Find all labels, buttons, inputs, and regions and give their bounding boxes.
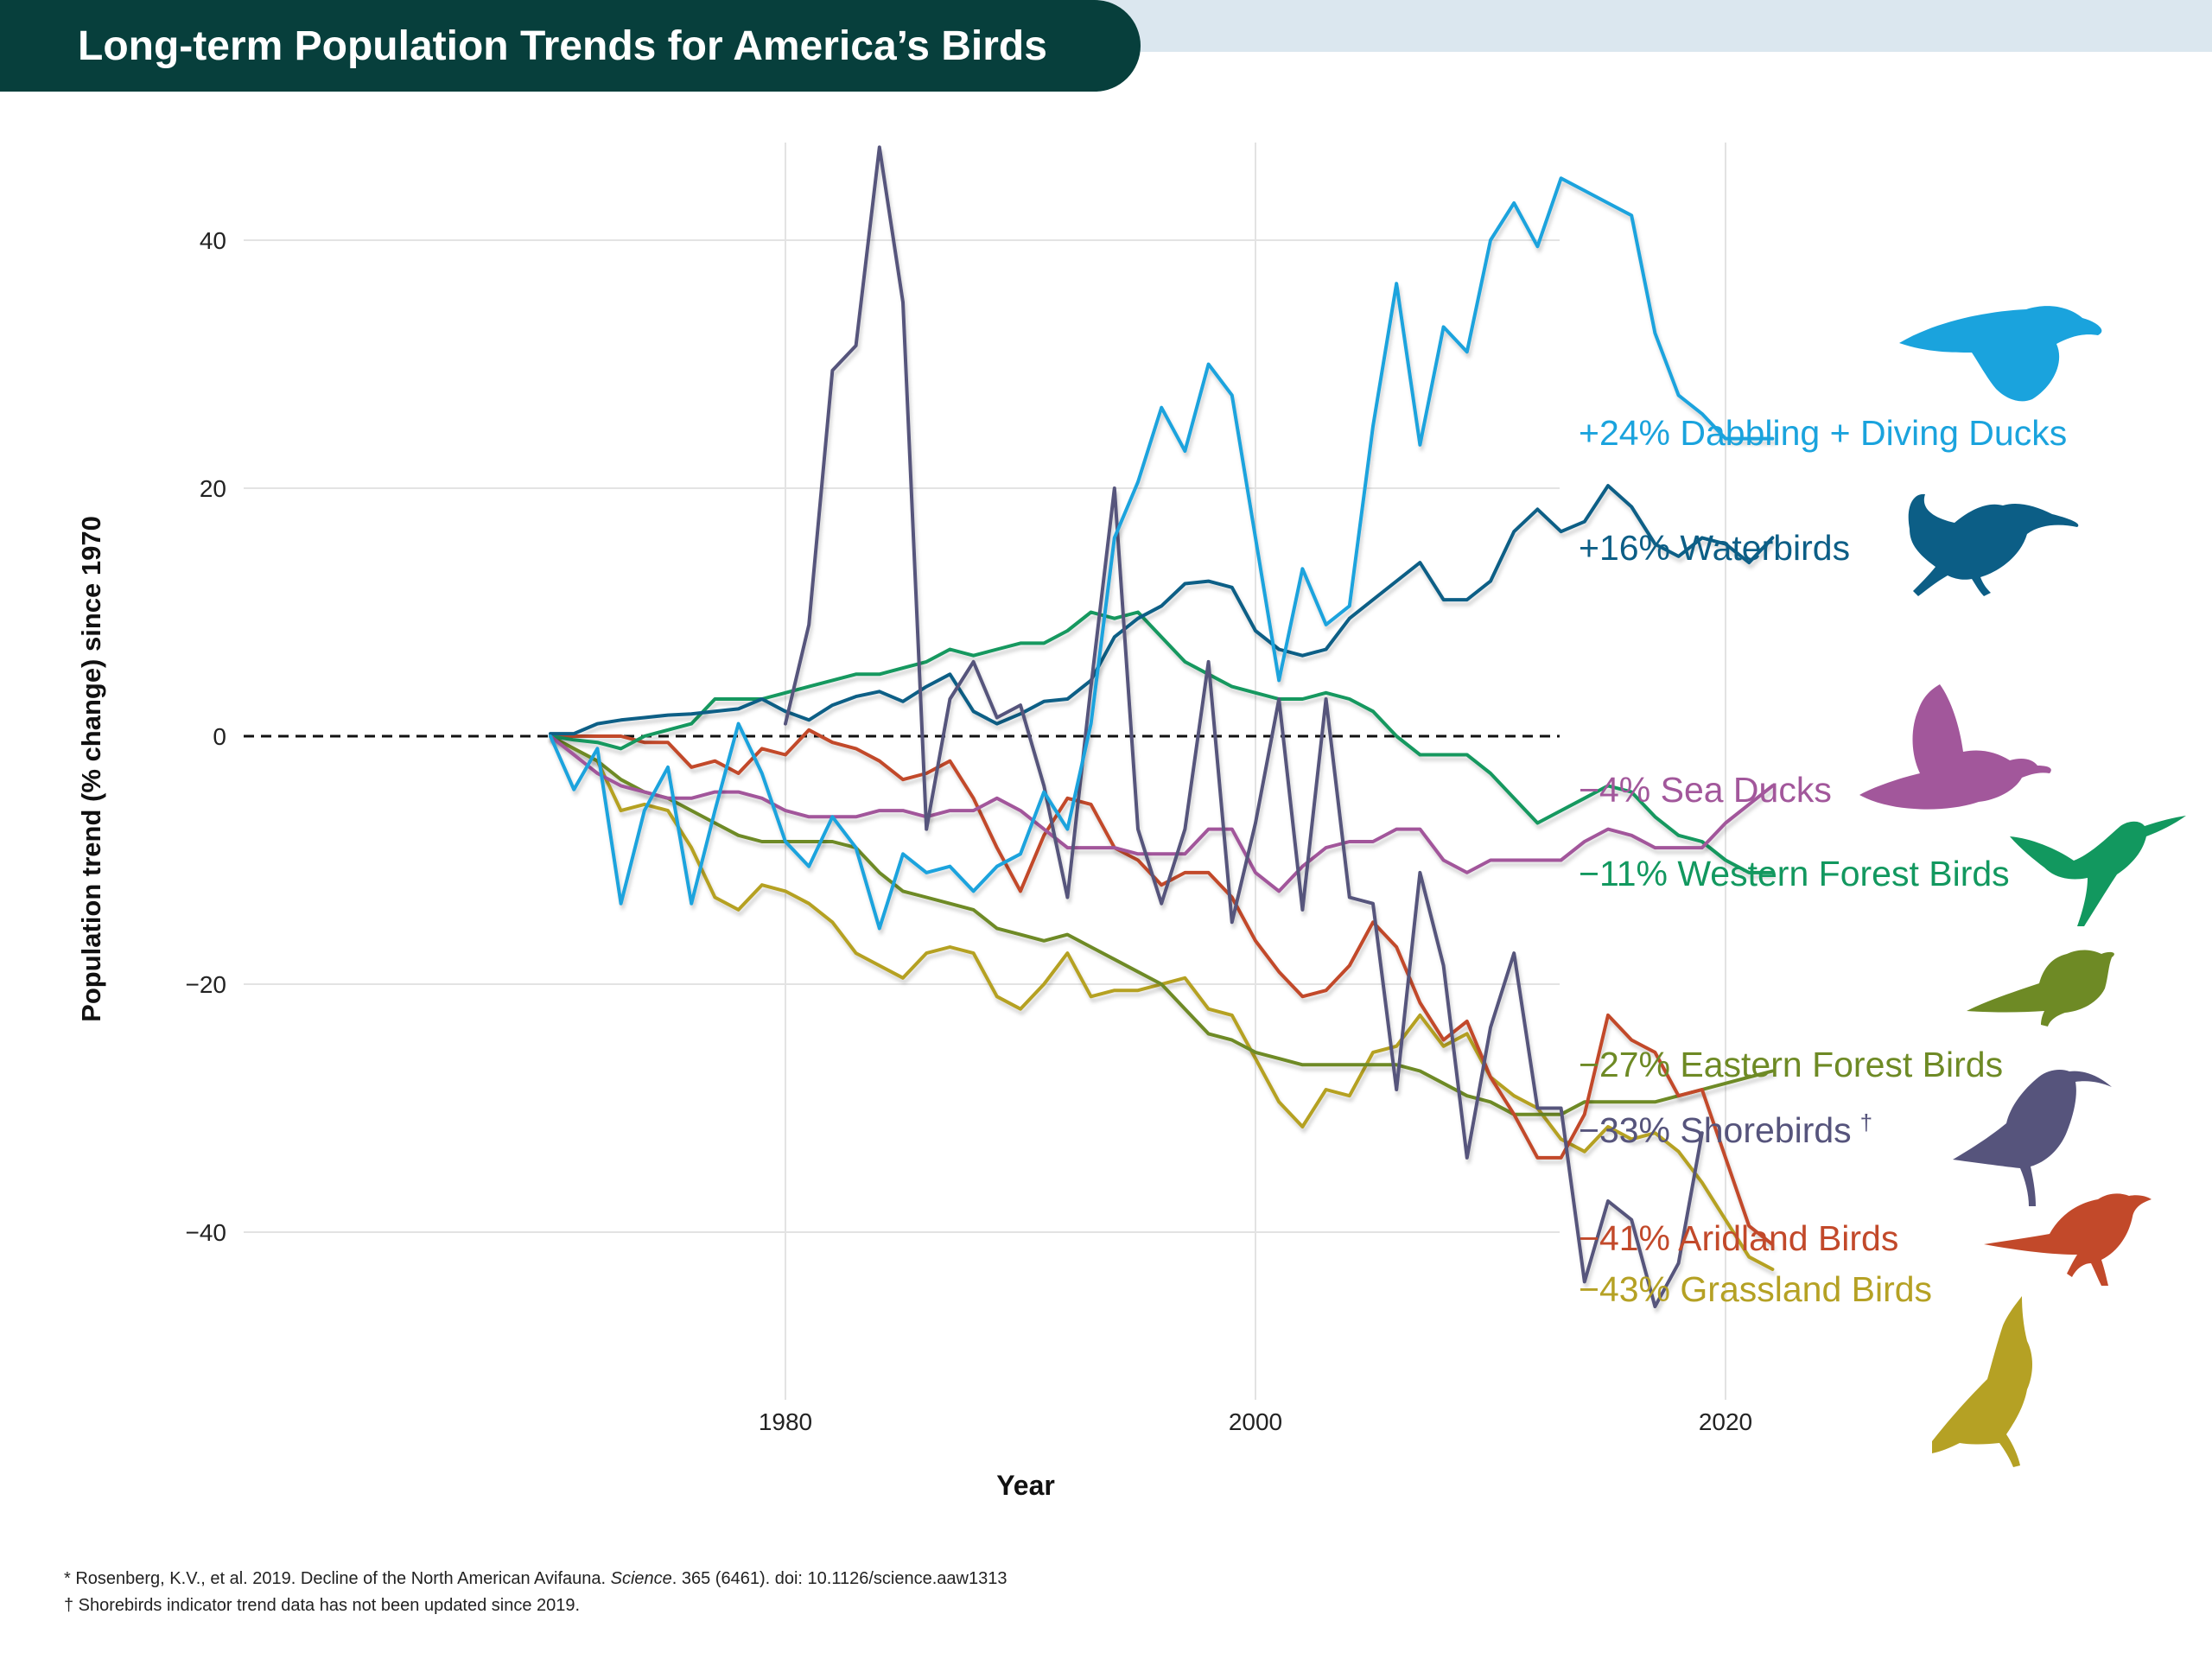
series-line-western-forest-birds [549, 610, 1775, 874]
y-tick-label: 0 [213, 723, 226, 750]
series-label: −41% Aridland Birds [1579, 1218, 1898, 1258]
curlew-icon [1953, 1070, 2112, 1206]
series-labels: +24% Dabbling + Diving Ducks +16% Waterbi… [1579, 413, 2067, 1309]
series-label: −33% Shorebirds † [1579, 1109, 1872, 1150]
chart-title: Long-term Population Trends for America’… [78, 23, 1047, 69]
bird-icons [1859, 306, 2186, 1467]
series-label: −11% Western Forest Birds [1579, 854, 2010, 893]
series-line-shorebirds [784, 145, 1704, 1309]
y-tick-label: −20 [186, 971, 227, 998]
series-lines [549, 145, 1775, 1309]
footnote-shorebirds: † Shorebirds indicator trend data has no… [64, 1596, 581, 1615]
songbird-icon [1967, 950, 2114, 1027]
series-label: +24% Dabbling + Diving Ducks [1579, 413, 2067, 453]
wren-icon [1984, 1193, 2152, 1286]
rail-icon [1908, 493, 2079, 596]
series-label: −27% Eastern Forest Birds [1579, 1045, 2003, 1084]
series-line-dabbling-diving-ducks [549, 176, 1775, 931]
footnotes: * Rosenberg, K.V., et al. 2019. Decline … [64, 1566, 1007, 1619]
title-bar: Long-term Population Trends for America’… [0, 0, 1141, 92]
series-line-sea-ducks [549, 734, 1775, 893]
x-tick-label: 2000 [1229, 1408, 1282, 1435]
y-tick-label: 40 [200, 227, 226, 254]
series-line-eastern-forest-birds [549, 734, 1775, 1116]
x-axis-label: Year [996, 1470, 1055, 1501]
hummingbird-icon [2010, 816, 2186, 926]
x-tick-label: 1980 [759, 1408, 812, 1435]
gridlines [244, 143, 1726, 1400]
footnote-citation: * Rosenberg, K.V., et al. 2019. Decline … [64, 1569, 1007, 1588]
series-label: −4% Sea Ducks [1579, 770, 1832, 810]
meadowlark-icon [1932, 1296, 2032, 1467]
series-line-waterbirds [549, 484, 1775, 736]
y-tick-label: 20 [200, 475, 226, 502]
x-tick-label: 2020 [1699, 1408, 1752, 1435]
sea-duck-icon [1859, 684, 2051, 810]
axes: 1980 2000 2020 40 20 0 −20 −40 Year Population tr… [76, 227, 1752, 1501]
y-axis-label: Population trend (% change) since 1970 [76, 516, 106, 1022]
series-label: −43% Grassland Birds [1579, 1269, 1932, 1309]
flying-duck-icon [1899, 306, 2102, 402]
series-line-grassland-birds [549, 734, 1775, 1271]
y-tick-label: −40 [186, 1219, 227, 1246]
series-label: +16% Waterbirds [1579, 528, 1850, 568]
